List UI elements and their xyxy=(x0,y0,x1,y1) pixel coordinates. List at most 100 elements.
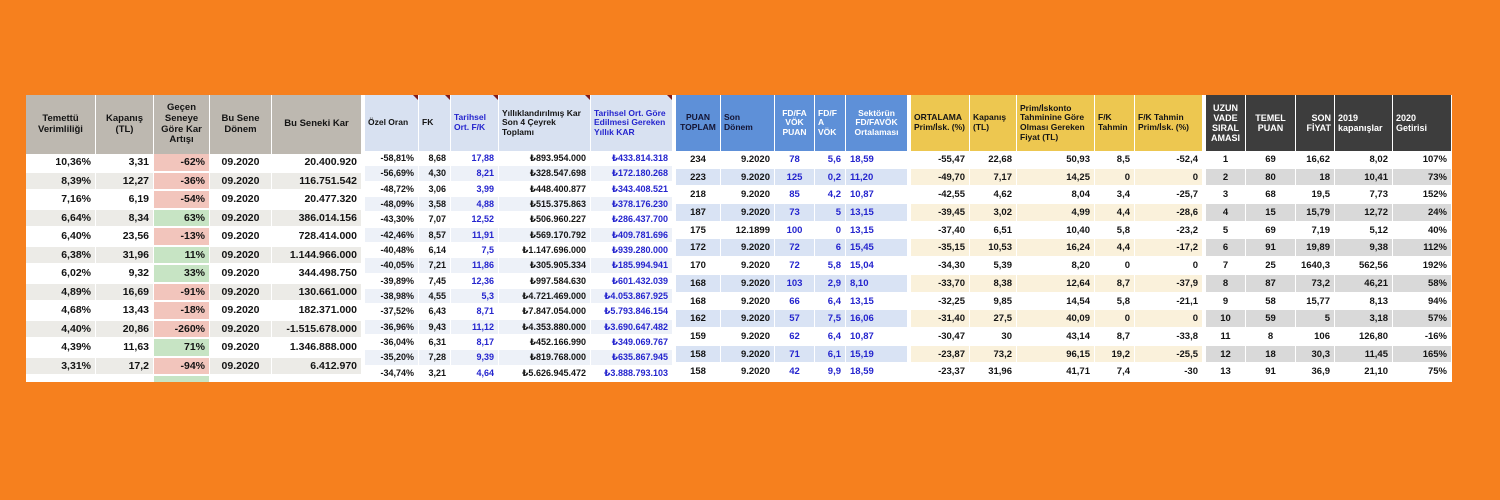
cell[interactable]: 21,10 xyxy=(1335,363,1393,381)
cell[interactable]: 1.144.966.000 xyxy=(272,246,362,265)
cell[interactable]: 4,68% xyxy=(26,302,96,321)
cell[interactable]: 8,39% xyxy=(26,172,96,191)
cell[interactable]: 3,21 xyxy=(419,365,451,381)
cell[interactable]: 192% xyxy=(1393,257,1452,275)
cell[interactable]: 58 xyxy=(1246,292,1296,311)
cell[interactable]: -38,98% xyxy=(365,288,419,305)
cell[interactable]: 5,6 xyxy=(815,151,846,169)
cell[interactable]: 7,19 xyxy=(1296,221,1335,240)
cell[interactable]: 9.2020 xyxy=(721,151,775,169)
column-header[interactable]: F/K Tahmin xyxy=(1095,95,1135,151)
cell[interactable]: 5,8 xyxy=(1095,221,1135,240)
column-header[interactable]: Temettü Verimliliği xyxy=(26,95,96,154)
cell[interactable]: 7,21 xyxy=(419,258,451,274)
cell[interactable]: 5 xyxy=(1296,310,1335,328)
column-header[interactable]: 2019 kapanışlar xyxy=(1335,95,1393,151)
cell[interactable]: 20,86 xyxy=(96,320,154,339)
cell[interactable]: 158 xyxy=(676,345,721,364)
cell[interactable]: 4 xyxy=(1206,204,1246,222)
cell[interactable]: 562,56 xyxy=(1335,257,1393,275)
cell[interactable]: 5 xyxy=(815,204,846,222)
cell[interactable]: 8,02 xyxy=(1335,151,1393,169)
cell[interactable]: 158 xyxy=(676,363,721,381)
cell[interactable]: 7 xyxy=(1206,257,1246,275)
cell[interactable]: 43,14 xyxy=(1017,327,1095,346)
cell[interactable]: 13,43 xyxy=(96,302,154,321)
cell[interactable]: 8,17 xyxy=(451,334,499,351)
cell[interactable]: 94% xyxy=(1393,292,1452,311)
column-header[interactable]: Kapanış (TL) xyxy=(970,95,1017,151)
cell[interactable]: 15,19 xyxy=(846,345,908,364)
cell[interactable]: 1640,3 xyxy=(1296,257,1335,275)
cell[interactable]: -21,1 xyxy=(1135,292,1203,311)
cell[interactable]: 87 xyxy=(1246,274,1296,293)
cell[interactable]: 15 xyxy=(1246,204,1296,222)
cell[interactable]: 3,31 xyxy=(96,154,154,173)
cell[interactable]: 12 xyxy=(1206,345,1246,364)
cell[interactable]: 62 xyxy=(775,327,815,346)
cell[interactable]: -62% xyxy=(154,154,210,173)
cell[interactable]: 69 xyxy=(1246,221,1296,240)
cell[interactable]: 3,06 xyxy=(419,181,451,197)
cell[interactable]: 57 xyxy=(775,310,815,328)
cell[interactable]: 4,39% xyxy=(26,339,96,358)
cell[interactable]: 10,87 xyxy=(846,327,908,346)
cell[interactable]: 8,5 xyxy=(1095,151,1135,169)
cell[interactable]: 30 xyxy=(970,327,1017,346)
cell[interactable]: -34,74% xyxy=(365,365,419,381)
cell[interactable]: 11 xyxy=(1206,327,1246,346)
cell[interactable]: 9.2020 xyxy=(721,257,775,275)
cell[interactable] xyxy=(210,376,272,382)
cell[interactable]: 2 xyxy=(1206,168,1246,187)
cell[interactable]: 4,88 xyxy=(451,196,499,213)
cell[interactable]: 5,3 xyxy=(451,288,499,305)
cell[interactable]: 16,06 xyxy=(846,310,908,328)
column-header[interactable]: Özel Oran xyxy=(365,95,419,151)
cell[interactable] xyxy=(272,376,362,382)
column-header[interactable]: TEMEL PUAN xyxy=(1246,95,1296,151)
cell[interactable]: 09.2020 xyxy=(210,191,272,210)
cell[interactable]: 40% xyxy=(1393,221,1452,240)
cell[interactable]: 8,04 xyxy=(1017,186,1095,205)
cell[interactable]: ₺349.069.767 xyxy=(591,334,673,351)
cell[interactable]: 9,39 xyxy=(451,350,499,366)
cell[interactable]: 73% xyxy=(1393,168,1452,187)
cell[interactable]: ₺997.584.630 xyxy=(499,273,591,289)
cell[interactable]: ₺185.994.941 xyxy=(591,258,673,274)
cell[interactable]: -23,37 xyxy=(911,363,970,381)
cell[interactable]: ₺635.867.945 xyxy=(591,350,673,366)
cell[interactable]: 172 xyxy=(676,239,721,258)
cell[interactable]: 12,64 xyxy=(1017,274,1095,293)
cell[interactable]: 100 xyxy=(775,221,815,240)
cell[interactable]: 728.414.000 xyxy=(272,228,362,247)
cell[interactable]: 344.498.750 xyxy=(272,265,362,284)
cell[interactable]: 2,9 xyxy=(815,274,846,293)
cell[interactable]: -49,70 xyxy=(911,168,970,187)
cell[interactable]: -36,96% xyxy=(365,319,419,335)
cell[interactable]: 11,45 xyxy=(1335,345,1393,364)
cell[interactable]: 8,7 xyxy=(1095,274,1135,293)
cell[interactable]: 8,20 xyxy=(1017,257,1095,275)
cell[interactable]: 3,58 xyxy=(419,196,451,213)
cell[interactable]: 103 xyxy=(775,274,815,293)
cell[interactable]: 30,3 xyxy=(1296,345,1335,364)
cell[interactable]: 0,2 xyxy=(815,168,846,187)
cell[interactable]: 4,4 xyxy=(1095,239,1135,258)
cell[interactable]: 10,87 xyxy=(846,186,908,205)
column-header[interactable]: Bu Seneki Kar xyxy=(272,95,362,154)
column-header[interactable]: Tarihsel Ort. F/K xyxy=(451,95,499,151)
cell[interactable]: 5,8 xyxy=(815,257,846,275)
cell[interactable]: 96,15 xyxy=(1017,345,1095,364)
cell[interactable]: 42 xyxy=(775,363,815,381)
cell[interactable]: -16% xyxy=(1393,327,1452,346)
cell[interactable]: 22,68 xyxy=(970,151,1017,169)
cell[interactable]: 0 xyxy=(1135,257,1203,275)
cell[interactable]: 78 xyxy=(775,151,815,169)
column-header[interactable]: PUAN TOPLAM xyxy=(676,95,721,151)
cell[interactable]: 33% xyxy=(154,265,210,284)
cell[interactable]: 16,69 xyxy=(96,283,154,302)
cell[interactable]: 9.2020 xyxy=(721,186,775,205)
cell[interactable]: 80 xyxy=(1246,168,1296,187)
cell[interactable]: -25,5 xyxy=(1135,345,1203,364)
cell[interactable]: -58,81% xyxy=(365,151,419,167)
